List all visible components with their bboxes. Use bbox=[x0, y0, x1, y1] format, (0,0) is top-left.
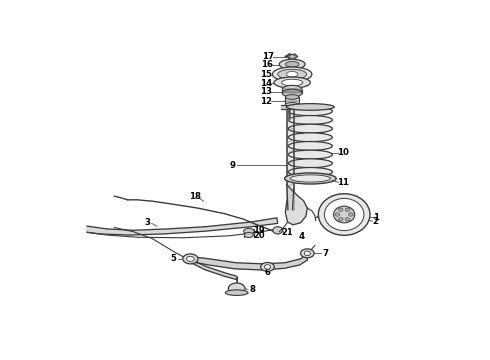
Text: 2: 2 bbox=[373, 217, 379, 226]
Ellipse shape bbox=[304, 251, 310, 256]
Text: 15: 15 bbox=[260, 70, 272, 79]
Ellipse shape bbox=[324, 198, 364, 231]
Ellipse shape bbox=[244, 228, 254, 234]
Ellipse shape bbox=[287, 72, 298, 77]
Ellipse shape bbox=[334, 206, 355, 223]
Ellipse shape bbox=[265, 265, 270, 269]
Text: 16: 16 bbox=[261, 60, 273, 69]
Ellipse shape bbox=[228, 283, 245, 294]
Ellipse shape bbox=[288, 133, 332, 142]
Polygon shape bbox=[187, 251, 307, 270]
Ellipse shape bbox=[285, 173, 336, 184]
Ellipse shape bbox=[339, 218, 343, 221]
Ellipse shape bbox=[339, 208, 343, 211]
Ellipse shape bbox=[187, 256, 194, 261]
Ellipse shape bbox=[285, 103, 299, 107]
Text: 21: 21 bbox=[281, 228, 293, 237]
Polygon shape bbox=[285, 185, 307, 225]
Ellipse shape bbox=[300, 249, 314, 258]
Text: 7: 7 bbox=[322, 249, 329, 258]
Ellipse shape bbox=[288, 159, 332, 168]
Text: 13: 13 bbox=[260, 87, 272, 96]
Ellipse shape bbox=[288, 141, 332, 150]
Ellipse shape bbox=[288, 150, 332, 159]
Ellipse shape bbox=[288, 167, 332, 176]
Ellipse shape bbox=[281, 79, 303, 86]
Text: 3: 3 bbox=[145, 218, 151, 227]
Text: 14: 14 bbox=[260, 78, 272, 87]
Polygon shape bbox=[87, 218, 278, 235]
Text: 1: 1 bbox=[373, 213, 379, 222]
Text: 10: 10 bbox=[337, 148, 349, 157]
Bar bbox=[285, 97, 299, 105]
Text: 12: 12 bbox=[260, 97, 272, 106]
Polygon shape bbox=[191, 260, 236, 279]
Text: 9: 9 bbox=[229, 161, 235, 170]
Ellipse shape bbox=[335, 213, 340, 216]
Ellipse shape bbox=[274, 77, 310, 88]
Text: 11: 11 bbox=[337, 178, 349, 187]
Ellipse shape bbox=[287, 104, 334, 110]
Ellipse shape bbox=[261, 262, 274, 271]
Text: 8: 8 bbox=[249, 285, 256, 294]
Text: 5: 5 bbox=[171, 255, 176, 264]
Ellipse shape bbox=[290, 175, 330, 182]
Ellipse shape bbox=[349, 213, 353, 216]
Text: 6: 6 bbox=[265, 268, 270, 277]
Text: 18: 18 bbox=[189, 192, 201, 201]
Ellipse shape bbox=[279, 59, 305, 69]
Ellipse shape bbox=[285, 62, 299, 67]
Ellipse shape bbox=[183, 254, 198, 264]
Ellipse shape bbox=[289, 55, 295, 58]
Ellipse shape bbox=[282, 85, 302, 94]
Ellipse shape bbox=[345, 218, 350, 221]
Polygon shape bbox=[281, 105, 299, 109]
Text: 20: 20 bbox=[253, 230, 265, 239]
Ellipse shape bbox=[288, 107, 332, 116]
Ellipse shape bbox=[272, 67, 312, 81]
Ellipse shape bbox=[288, 124, 332, 133]
Ellipse shape bbox=[278, 69, 307, 79]
Ellipse shape bbox=[282, 89, 302, 97]
Text: 4: 4 bbox=[298, 232, 304, 241]
Ellipse shape bbox=[225, 290, 248, 296]
Text: 19: 19 bbox=[253, 226, 265, 235]
Ellipse shape bbox=[245, 233, 253, 238]
Polygon shape bbox=[287, 107, 294, 210]
Ellipse shape bbox=[273, 227, 283, 234]
Ellipse shape bbox=[288, 116, 332, 125]
Ellipse shape bbox=[285, 95, 299, 99]
Text: 17: 17 bbox=[262, 52, 274, 61]
Ellipse shape bbox=[318, 194, 370, 235]
Ellipse shape bbox=[345, 208, 350, 211]
